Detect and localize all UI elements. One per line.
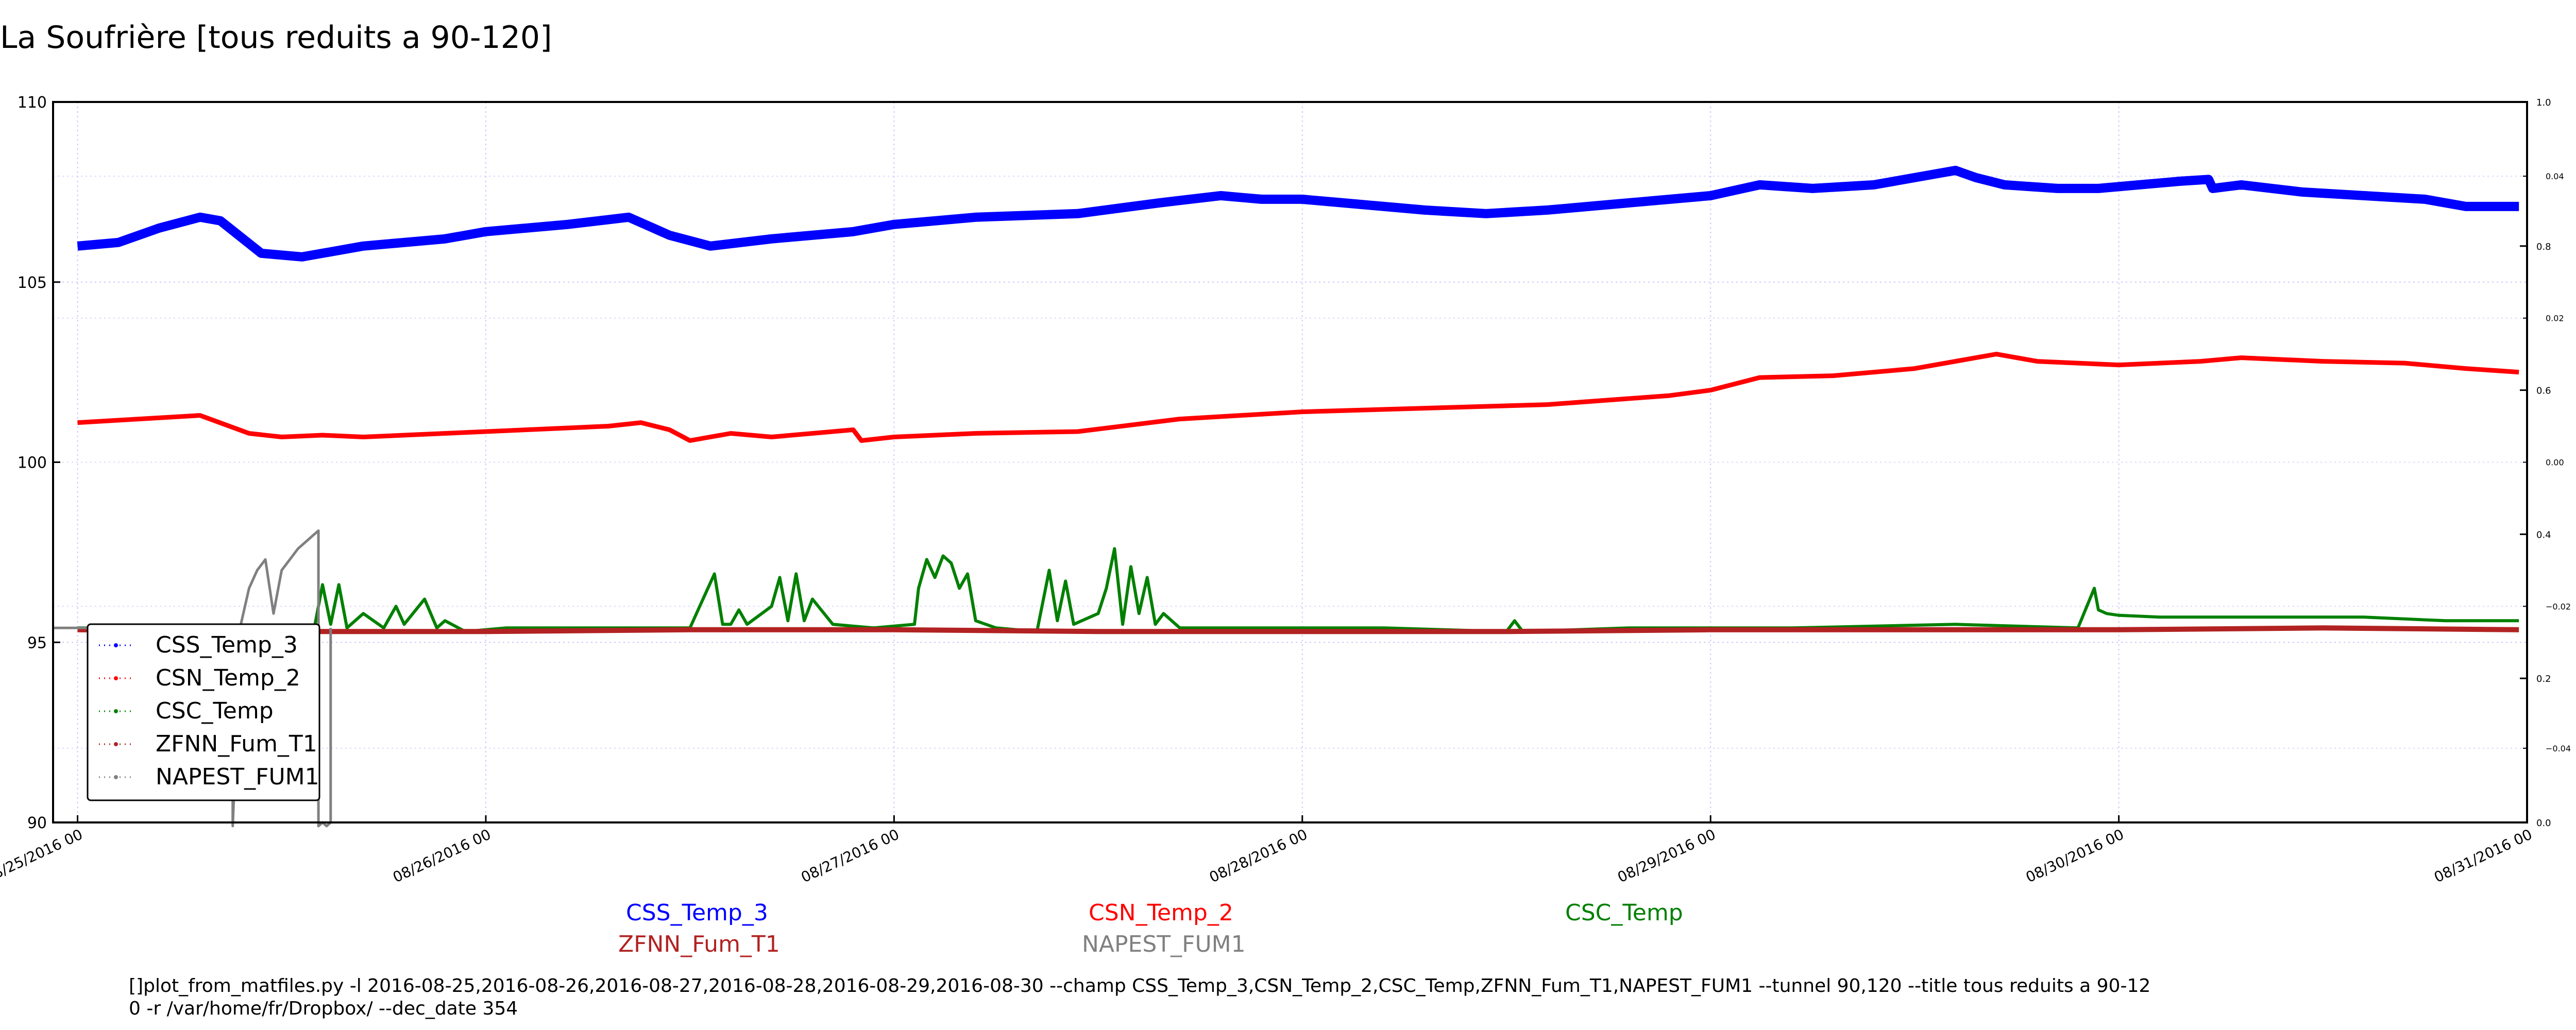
right-tick-label: 0.4 [2536, 529, 2551, 540]
legend-marker [114, 742, 118, 746]
y-tick-label: 105 [18, 274, 47, 292]
right-minor-tick-label: −0.02 [2546, 602, 2571, 611]
x-tick-label: 08/30/2016 00 [2023, 826, 2127, 886]
legend-marker [114, 676, 118, 680]
bottom-label-csn: CSN_Temp_2 [1089, 900, 1233, 926]
command-line: []plot_from_matfiles.py -l 2016-08-25,20… [129, 975, 2293, 1020]
page-title: La Soufrière [tous reduits a 90-120] [0, 20, 552, 56]
y-tick-label: 90 [27, 814, 47, 832]
series-line-CSS_Temp_3 [77, 165, 2519, 262]
x-tick-label: 08/31/2016 00 [2431, 826, 2535, 886]
series-line-CSN_Temp_2 [77, 352, 2519, 443]
bottom-label-napest: NAPEST_FUM1 [1082, 931, 1246, 957]
legend-item-label: NAPEST_FUM1 [156, 764, 319, 790]
y-tick-label: 95 [27, 634, 47, 652]
right-tick-label: 0.0 [2536, 818, 2551, 829]
right-tick-label: 0.6 [2536, 386, 2551, 397]
legend-item-label: CSN_Temp_2 [156, 665, 300, 691]
x-tick-label: 08/26/2016 00 [390, 826, 494, 886]
legend-marker [114, 775, 118, 779]
series-layer [53, 165, 2519, 828]
right-tick-label: 0.8 [2536, 242, 2551, 252]
legend-marker [114, 709, 118, 713]
right-tick-label: 0.2 [2536, 674, 2551, 684]
axes: 90 95 100 105 110 08/25/2016 00 08/26/2016 00 0… [0, 94, 2571, 886]
series-line-ZFNN_Fum_T1 [77, 625, 2519, 634]
legend-item-label: CSS_Temp_3 [156, 632, 298, 658]
bottom-label-css: CSS_Temp_3 [626, 900, 768, 926]
grid [53, 101, 2528, 823]
legend-item-label: ZFNN_Fum_T1 [156, 731, 317, 757]
bottom-label-zfnn: ZFNN_Fum_T1 [618, 931, 780, 957]
x-tick-label: 08/28/2016 00 [1207, 826, 1310, 886]
legend[interactable]: CSS_Temp_3 CSN_Temp_2 CSC_Temp ZFNN_Fum_T1 N… [87, 623, 320, 801]
x-tick-label: 08/27/2016 00 [799, 826, 902, 886]
command-line-1: []plot_from_matfiles.py -l 2016-08-25,20… [129, 975, 2151, 997]
y-tick-label: 110 [18, 94, 47, 112]
x-tick-label: 08/25/2016 00 [0, 826, 86, 886]
legend-marker [114, 643, 118, 647]
right-tick-label: 1.0 [2536, 97, 2551, 108]
legend-box [87, 623, 320, 801]
legend-item-label: CSC_Temp [156, 698, 274, 724]
x-tick-label: 08/29/2016 00 [1615, 826, 1719, 886]
right-minor-tick-label: 0.04 [2546, 171, 2564, 181]
right-minor-tick-label: 0.02 [2546, 314, 2564, 323]
y-tick-label: 100 [18, 454, 47, 472]
right-minor-tick-label: 0.00 [2546, 458, 2564, 468]
right-minor-tick-label: −0.04 [2546, 744, 2571, 753]
series-line-CSC_Temp [77, 547, 2519, 633]
bottom-label-csc: CSC_Temp [1565, 900, 1683, 926]
command-line-2: 0 -r /var/home/fr/Dropbox/ --dec_date 35… [129, 998, 518, 1019]
